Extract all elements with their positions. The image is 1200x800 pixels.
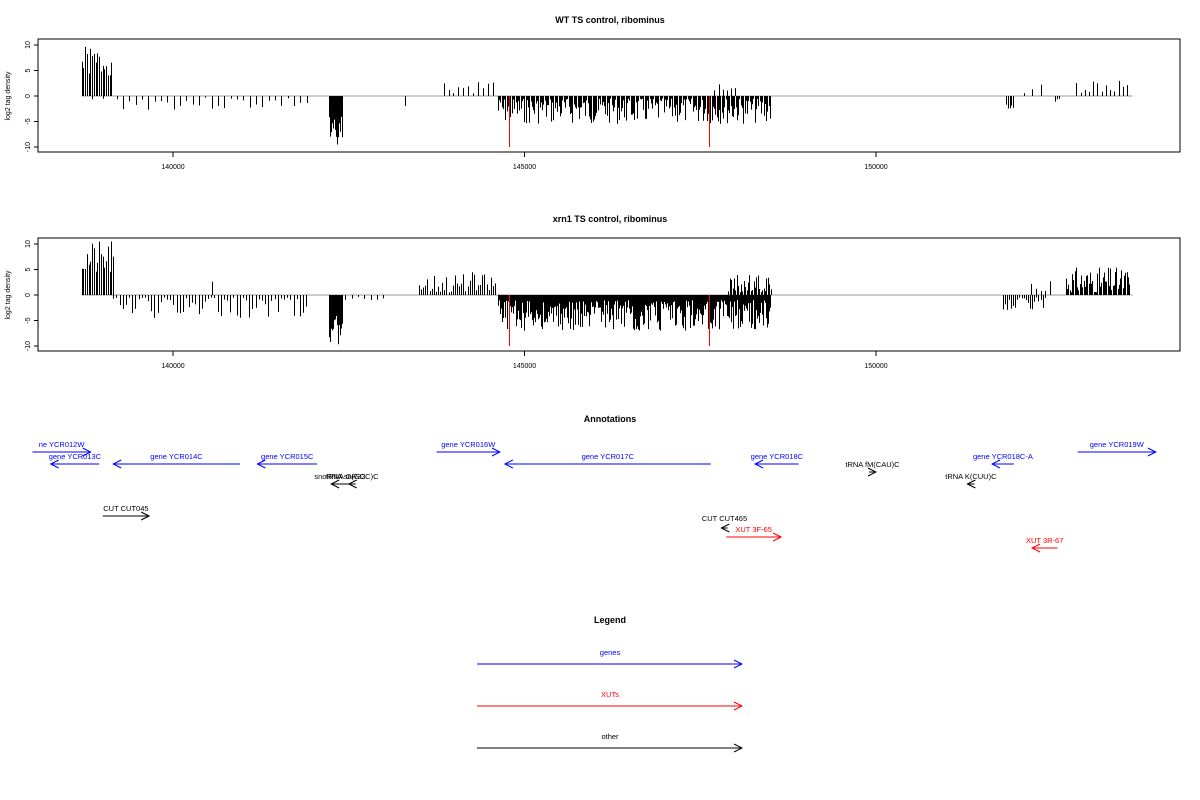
y-tick-label: 10 [25,41,32,49]
y-tick-label: -10 [25,341,32,351]
feature-label-other: CUT CUT465 [702,514,747,523]
y-tick-label: 0 [25,293,32,297]
feature-label-gene: gene YCR018C [751,452,804,461]
y-tick-label: 5 [25,68,32,72]
feature-label-gene: gene YCR013C [49,452,102,461]
y-tick-label: 5 [25,267,32,271]
wt-x-axis: 140000 145000 150000 [161,152,888,171]
x-tick-label: 145000 [513,164,536,171]
feature-label-gene: gene YCR017C [582,452,635,461]
annotations-panel: Annotations ne YCR012W gene YCR013C gene Y… [32,414,1155,548]
legend: Legend genes XUTs other [477,615,742,748]
y-tick-label: -10 [25,142,32,152]
x-tick-label: 140000 [161,164,184,171]
wt-y-axis-label: log2 tag density [5,71,12,121]
feature-label-other: tRNA K(CUU)C [945,472,997,481]
feature-label-xut: XUT 3R-67 [1026,536,1063,545]
x-tick-label: 150000 [864,363,887,370]
feature-label-other: tRNA G(GCC)C [326,472,379,481]
feature-label-gene: gene YCR019W [1090,440,1145,449]
feature-label-gene: gene YCR014C [150,452,203,461]
y-tick-label: -5 [25,317,32,323]
y-tick-label: -5 [25,118,32,124]
xrn1-track-panel: xrn1 TS control, ribominus log2 tag dens… [5,214,1181,370]
x-tick-label: 140000 [161,363,184,370]
annotations-title: Annotations [584,414,637,424]
feature-label-gene: gene YCR016W [441,440,496,449]
legend-label-gene: genes [600,648,621,657]
xrn1-y-axis-label: log2 tag density [5,270,12,320]
xrn1-y-axis: 10 5 0 -5 -10 [25,240,39,351]
wt-track-panel: WT TS control, ribominus log2 tag densit… [5,15,1181,171]
wt-track-title: WT TS control, ribominus [555,15,665,25]
feature-label-other: snoRNA snR33 [314,472,365,481]
x-tick-label: 150000 [864,164,887,171]
legend-label-xut: XUTs [601,690,619,699]
wt-density-bars [82,46,1128,145]
xrn1-track-title: xrn1 TS control, ribominus [553,214,668,224]
feature-label-gene: ne YCR012W [39,440,86,449]
feature-label-other: tRNA fM(CAU)C [845,460,900,469]
annotation-features: ne YCR012W gene YCR013C gene YCR014C gene Y… [32,440,1155,548]
feature-label-gene: gene YCR015C [261,452,314,461]
legend-title: Legend [594,615,626,625]
wt-y-axis: 10 5 0 -5 -10 [25,41,39,152]
xrn1-red-marks [509,295,710,346]
y-tick-label: 0 [25,94,32,98]
legend-label-other: other [601,732,619,741]
feature-label-other: CUT CUT045 [103,504,148,513]
x-tick-label: 145000 [513,363,536,370]
wt-red-marks [509,96,710,147]
y-tick-label: 10 [25,240,32,248]
feature-label-gene: gene YCR018C-A [973,452,1033,461]
xrn1-density-bars [82,241,1130,345]
feature-label-xut: XUT 3F-65 [735,525,772,534]
legend-items: genes XUTs other [477,648,742,748]
xrn1-x-axis: 140000 145000 150000 [161,351,888,370]
